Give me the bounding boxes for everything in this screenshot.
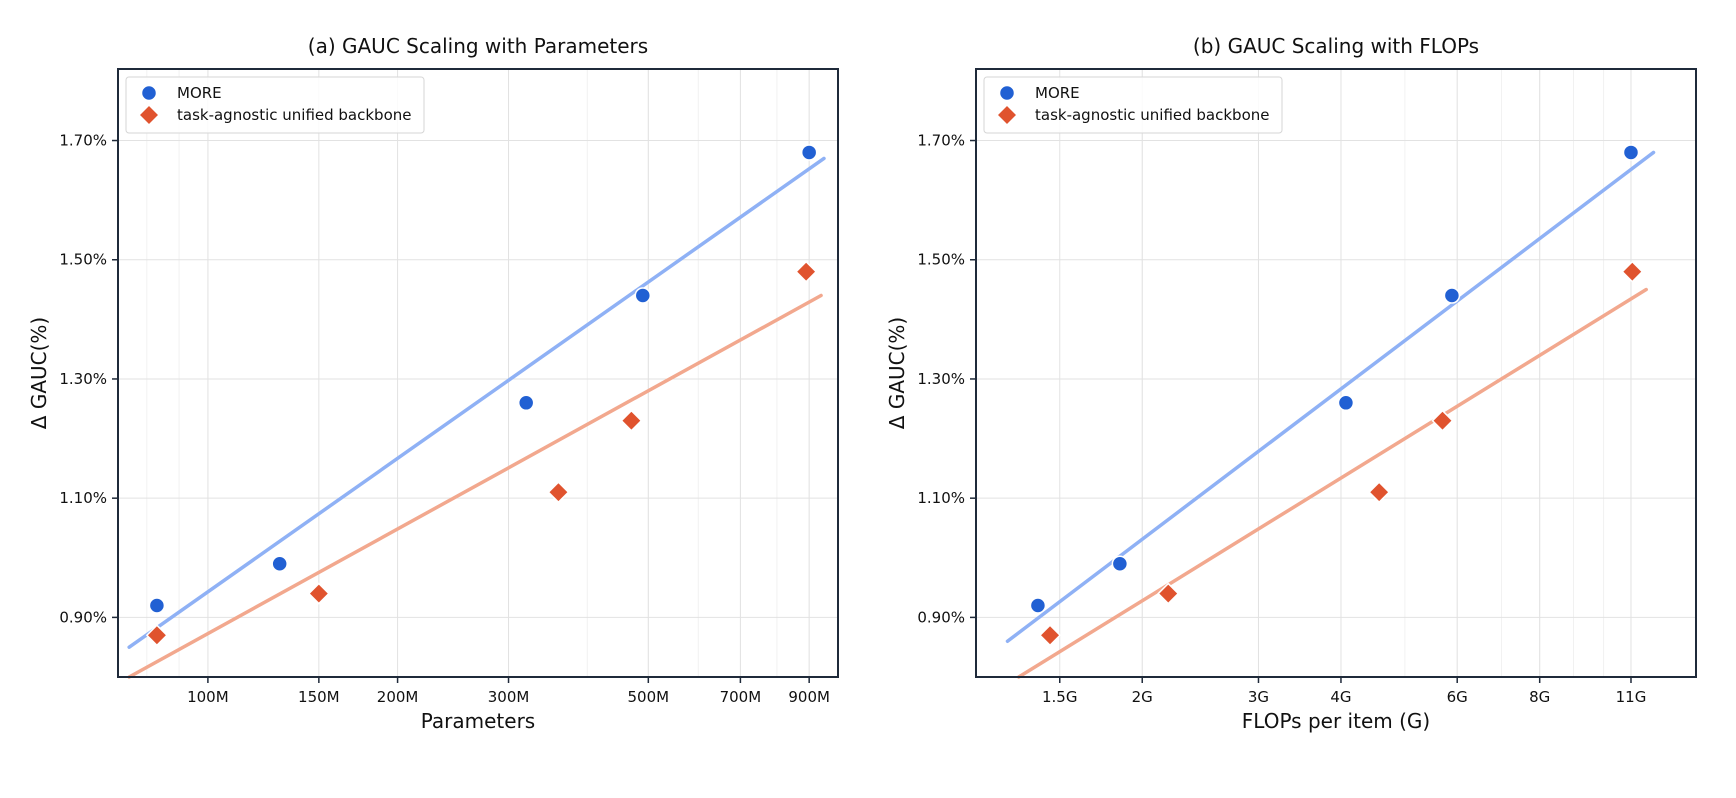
minor-grid [146, 69, 810, 677]
minor-grid [1141, 69, 1605, 677]
x-tick-label: 6G [1447, 688, 1468, 706]
x-axis-label: Parameters [421, 709, 535, 733]
data-point-series-1 [1431, 409, 1454, 432]
y-tick-label: 1.70% [917, 132, 965, 150]
data-point-series-0 [517, 394, 535, 412]
y-tick-label: 1.30% [59, 370, 107, 388]
y-tick-label: 1.10% [59, 489, 107, 507]
plot-frame [117, 68, 839, 678]
data-point-series-0 [1443, 287, 1461, 304]
x-tick-label: 300M [488, 688, 530, 706]
fit-line-series-1 [127, 293, 823, 679]
y-tick-label: 1.10% [917, 489, 965, 507]
data-point-series-1 [1368, 481, 1391, 504]
legend-marker-circle [140, 84, 158, 102]
legend-marker-diamond [995, 103, 1019, 127]
x-tick-label: 2G [1132, 688, 1153, 706]
legend: MORE task-agnostic unified backbone [983, 76, 1283, 134]
y-tick-label: 1.50% [59, 251, 107, 269]
legend-box [125, 76, 425, 134]
data-point-series-1 [1157, 582, 1180, 605]
fit-line-series-1 [1016, 287, 1648, 679]
data-point-series-1 [145, 624, 168, 647]
data-point-series-0 [634, 287, 652, 304]
data-point-series-1 [795, 260, 818, 283]
data-point-series-1 [547, 481, 570, 504]
data-point-series-1 [1038, 624, 1062, 647]
data-point-series-0 [800, 144, 818, 161]
y-axis-label: Δ GAUC(%) [27, 317, 51, 429]
chart-title: (a) GAUC Scaling with Parameters [308, 34, 648, 58]
legend-label: MORE [1035, 84, 1080, 102]
y-tick-label: 1.70% [59, 132, 107, 150]
x-tick-label: 500M [628, 688, 670, 706]
legend-label: MORE [177, 84, 222, 102]
data-point-series-1 [307, 582, 330, 605]
legend-label: task-agnostic unified backbone [177, 106, 412, 124]
x-tick-label: 150M [298, 688, 340, 706]
x-tick-label: 100M [187, 688, 229, 706]
x-tick-label: 700M [720, 688, 762, 706]
x-tick-label: 3G [1248, 688, 1269, 706]
chart-title: (b) GAUC Scaling with FLOPs [1193, 34, 1479, 58]
chart-panel-0: 0.90% 1.10% 1.30% 1.50% 1.70% 100M 150M 200M 300… [27, 34, 839, 733]
x-tick-label: 4G [1330, 688, 1351, 706]
y-tick-label: 0.90% [59, 608, 107, 626]
data-point-series-1 [620, 409, 643, 432]
x-tick-label: 200M [377, 688, 419, 706]
y-axis-label: Δ GAUC(%) [885, 317, 909, 429]
data-point-series-0 [271, 555, 288, 572]
legend-marker-diamond [137, 103, 161, 127]
y-tick-label: 1.30% [917, 370, 965, 388]
legend: MORE task-agnostic unified backbone [125, 76, 425, 134]
x-axis-label: FLOPs per item (G) [1242, 709, 1430, 733]
legend-box [983, 76, 1283, 134]
x-tick-label: 11G [1616, 688, 1647, 706]
data-point-series-0 [1029, 597, 1047, 614]
fit-line-series-0 [127, 156, 826, 649]
data-point-series-1 [1621, 260, 1644, 283]
plot-frame [975, 68, 1697, 678]
y-tick-label: 0.90% [917, 608, 965, 626]
data-point-series-0 [1111, 555, 1129, 572]
chart-panel-1: 0.90% 1.10% 1.30% 1.50% 1.70% 1.5G 2G 3G 4G 6G 8G 1… [885, 34, 1697, 733]
x-tick-label: 8G [1529, 688, 1550, 706]
x-tick-label: 1.5G [1042, 688, 1077, 706]
data-point-series-0 [148, 597, 166, 614]
legend-marker-circle [998, 84, 1016, 102]
data-point-series-0 [1337, 394, 1355, 412]
x-tick-label: 900M [788, 688, 830, 706]
data-point-series-0 [1622, 144, 1640, 161]
legend-label: task-agnostic unified backbone [1035, 106, 1270, 124]
y-tick-label: 1.50% [917, 251, 965, 269]
fit-line-series-0 [1005, 150, 1656, 643]
